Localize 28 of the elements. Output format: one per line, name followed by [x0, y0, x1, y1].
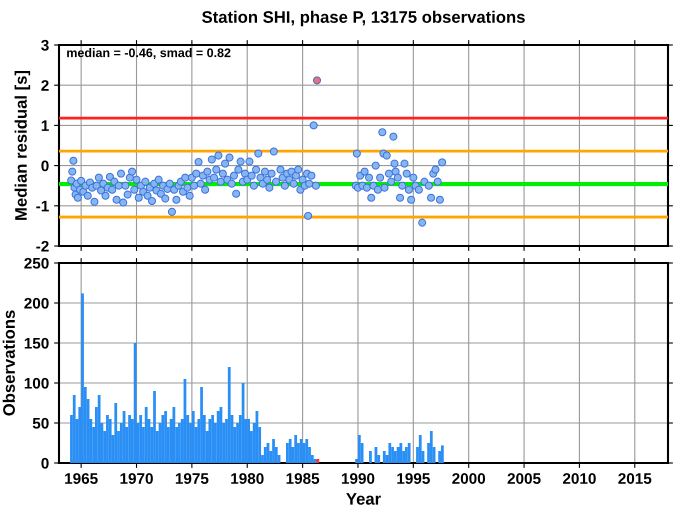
- x-tick-label: 1990: [342, 473, 374, 484]
- y-tick-label: 3: [41, 40, 49, 51]
- x-tick-label: 1985: [286, 473, 320, 484]
- y-tick-label: -1: [36, 200, 49, 212]
- x-tick-label: 1970: [120, 473, 153, 484]
- x-tick-label: 1995: [397, 473, 430, 484]
- x-tick-label: 1965: [65, 473, 98, 484]
- y-tick-label: 2: [41, 80, 49, 91]
- x-tick-label: 2010: [562, 473, 596, 484]
- annotation: median = -0.46, smad = 0.82: [67, 48, 230, 60]
- x-tick-label: 2000: [452, 473, 486, 484]
- y-tick-label: 150: [24, 338, 49, 349]
- y-tick-label: 200: [24, 298, 49, 309]
- y-tick-label: 250: [24, 258, 49, 269]
- x-tick-label: 1975: [176, 473, 208, 484]
- y-tick-label: 0: [41, 458, 49, 469]
- x-tick-label: 1980: [231, 473, 264, 484]
- y-tick-label: 1: [42, 120, 49, 131]
- y-tick-label: 100: [24, 378, 49, 389]
- x-tick-label: 2005: [508, 473, 541, 484]
- y-axis-title: Median residual [s]: [14, 70, 30, 220]
- x-tick-label: 2015: [618, 473, 652, 484]
- chart-title: Station SHI, phase P, 13175 observations: [202, 10, 525, 26]
- y-axis-title: Observations: [2, 310, 15, 416]
- y-tick-label: 0: [41, 160, 49, 172]
- x-axis-title: Year: [346, 493, 381, 505]
- y-tick-label: -2: [36, 240, 49, 252]
- y-tick-label: 50: [32, 418, 49, 429]
